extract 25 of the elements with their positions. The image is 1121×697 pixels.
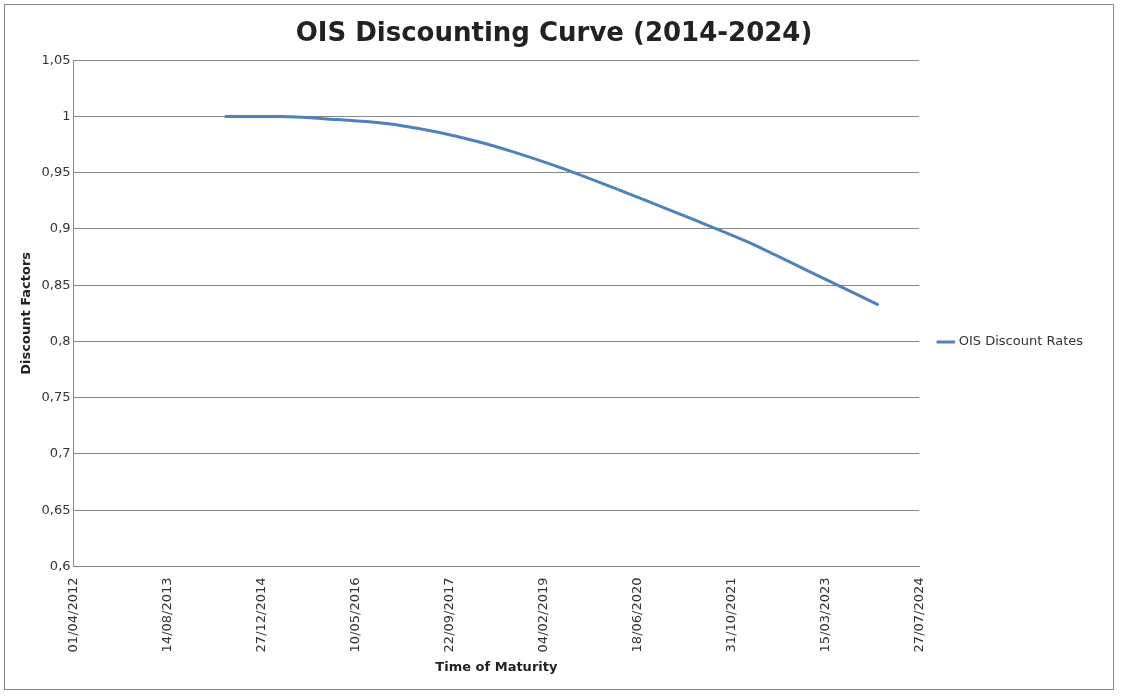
chart-title: OIS Discounting Curve (2014-2024): [295, 17, 813, 48]
x-tick-label: 31/10/2021: [722, 577, 738, 653]
y-tick-label: 0,95: [41, 164, 71, 180]
x-tick-label: 04/02/2019: [534, 577, 550, 653]
y-tick-label: 0,6: [49, 557, 71, 573]
y-tick-label: 0,85: [41, 276, 71, 292]
x-tick-label: 18/06/2020: [628, 577, 644, 653]
x-tick-label: 01/04/2012: [64, 577, 80, 653]
x-tick-label: 27/07/2024: [910, 577, 926, 653]
x-tick-label: 10/05/2016: [346, 577, 362, 653]
x-tick-label: 15/03/2023: [816, 577, 832, 653]
y-tick-label: 0,75: [41, 389, 71, 405]
line-series: [224, 114, 879, 306]
y-tick-label: 1,05: [41, 51, 71, 67]
y-tick-label: 1: [62, 107, 71, 123]
y-tick-label: 0,7: [49, 445, 71, 461]
x-axis-title: Time of Maturity: [435, 658, 558, 674]
y-axis-title: Discount Factors: [18, 251, 34, 375]
y-tick-label: 0,9: [49, 220, 71, 236]
x-tick-label: 14/08/2013: [158, 577, 174, 653]
legend-label: OIS Discount Rates: [958, 333, 1084, 349]
x-tick-label: 22/09/2017: [440, 577, 456, 653]
x-tick-label: 27/12/2014: [252, 577, 268, 653]
y-tick-label: 0,8: [49, 332, 71, 348]
y-tick-label: 0,65: [41, 501, 71, 517]
